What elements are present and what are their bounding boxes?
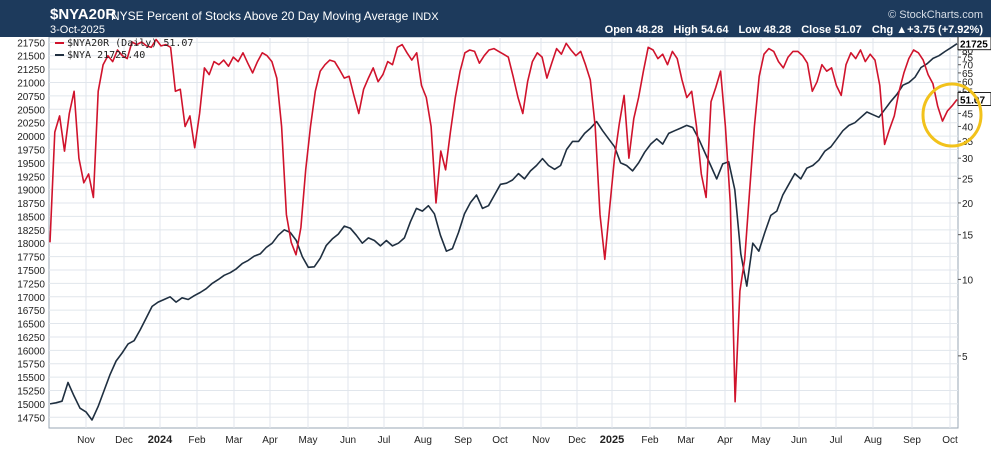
left-axis-tick-label: 18500 [17,212,45,223]
open-value: 48.28 [635,24,664,36]
x-axis-tick-label: Nov [532,435,550,446]
left-axis-tick-label: 21250 [17,65,45,76]
left-axis-tick-label: 20500 [17,105,45,116]
x-axis-tick-label: Apr [262,435,278,446]
x-axis-tick-label: Oct [942,435,958,446]
left-axis-tick-label: 19000 [17,186,45,197]
left-axis-tick-label: 15250 [17,387,45,398]
x-axis-tick-label: Nov [77,435,95,446]
left-axis-tick-label: 16000 [17,346,45,357]
left-axis-tick-label: 18750 [17,199,45,210]
legend-primary-label: $NYA20R (Daily) 51.07 [67,38,194,49]
x-axis-tick-label: Sep [903,435,921,446]
series-nya-line [49,43,958,421]
left-axis-tick-label: 20750 [17,92,45,103]
ticker-symbol: $NYA20R [50,6,117,23]
last-value-nya20r: 51.07 [960,96,985,107]
legend-swatch-primary [55,42,64,44]
left-axis-tick-label: 15750 [17,360,45,371]
x-axis-tick-label: Jul [378,435,391,446]
last-value-nya: 21725 [960,40,988,51]
left-axis-tick-label: 19750 [17,145,45,156]
x-axis-tick-label: May [752,435,771,446]
right-axis-tick-label: 5 [962,352,968,363]
ohlc-summary: Open 48.28 High 54.64 Low 48.28 Close 51… [605,24,983,36]
series-nya20r-line [49,38,958,403]
x-axis-tick-label: Aug [414,435,432,446]
right-axis-tick-label: 80 [962,46,974,57]
low-label: Low [738,24,761,36]
legend-secondary-label: $NYA 21725.40 [67,50,146,61]
right-axis-tick-label: 15 [962,231,974,242]
chg-value: +3.75 (+7.92%) [907,24,983,36]
left-axis-tick-label: 19250 [17,172,45,183]
right-axis-tick-label: 25 [962,174,974,185]
left-axis-tick-label: 17750 [17,253,45,264]
right-axis-tick-label: 75 [962,53,974,64]
left-axis-tick-label: 21500 [17,52,45,63]
left-axis-tick-label: 20000 [17,132,45,143]
low-value: 48.28 [763,24,792,36]
high-value: 54.64 [700,24,729,36]
x-axis-tick-label: Aug [864,435,882,446]
right-axis-tick-label: 60 [962,78,974,89]
x-axis-tick-label: Mar [225,435,243,446]
x-axis-tick-label: Oct [492,435,508,446]
highlight-circle [921,82,983,148]
x-axis-tick-label: Jun [791,435,807,446]
x-axis-tick-label: May [299,435,318,446]
left-axis-tick-label: 14750 [17,413,45,424]
x-axis-tick-label: Dec [568,435,586,446]
legend-primary: $NYA20R (Daily) 51.07 [55,38,193,50]
left-axis-tick-label: 15500 [17,373,45,384]
right-axis-tick-label: 40 [962,122,974,133]
right-axis-tick-label: 30 [962,154,974,165]
left-axis-tick-label: 17500 [17,266,45,277]
x-axis-tick-label: Jun [340,435,356,446]
left-axis-tick-label: 17000 [17,293,45,304]
legend-secondary: $NYA 21725.40 [55,50,193,62]
chg-label: Chg [871,24,894,36]
left-axis-tick-label: 21750 [17,38,45,49]
right-axis-tick-label: 70 [962,61,974,72]
chart-legend: $NYA20R (Daily) 51.07 $NYA 21725.40 [55,38,193,62]
right-axis-tick-label: 10 [962,275,974,286]
left-axis-tick-label: 19500 [17,159,45,170]
left-axis-tick-label: 16750 [17,306,45,317]
left-axis-tick-label: 16250 [17,333,45,344]
x-axis-tick-label: Jul [830,435,843,446]
open-label: Open [604,24,633,36]
left-axis-tick-label: 21000 [17,79,45,90]
chart-date: 3-Oct-2025 [50,24,106,36]
close-value: 51.07 [834,24,862,36]
x-axis-tick-label: Mar [677,435,695,446]
exchange-label: INDX [412,11,439,23]
close-label: Close [801,24,832,36]
index-description: NYSE Percent of Stocks Above 20 Day Movi… [111,9,439,23]
x-axis-tick-label: 2024 [148,434,173,446]
description-text: NYSE Percent of Stocks Above 20 Day Movi… [111,9,409,23]
high-label: High [673,24,698,36]
x-axis-tick-label: 2025 [600,434,624,446]
left-axis-tick-label: 18000 [17,239,45,250]
chg-arrow-icon: ▲ [896,24,908,36]
left-axis-tick-label: 15000 [17,400,45,411]
x-axis-tick-label: Feb [188,435,206,446]
x-axis-tick-label: Dec [115,435,133,446]
brand-watermark[interactable]: © StockCharts.com [888,9,983,21]
left-axis-tick-label: 18250 [17,226,45,237]
right-axis-tick-label: 65 [962,69,974,80]
legend-swatch-secondary [55,54,64,56]
x-axis-tick-label: Feb [641,435,659,446]
left-axis-tick-label: 16500 [17,320,45,331]
right-axis-tick-label: 20 [962,199,974,210]
chart-header: $NYA20R NYSE Percent of Stocks Above 20 … [0,0,991,37]
right-axis-tick-label: 45 [962,109,974,120]
left-axis-tick-label: 20250 [17,119,45,130]
x-axis-tick-label: Sep [454,435,472,446]
last-value-box-nya20r [957,92,991,107]
x-axis-tick-label: Apr [717,435,733,446]
left-axis-tick-label: 17250 [17,279,45,290]
